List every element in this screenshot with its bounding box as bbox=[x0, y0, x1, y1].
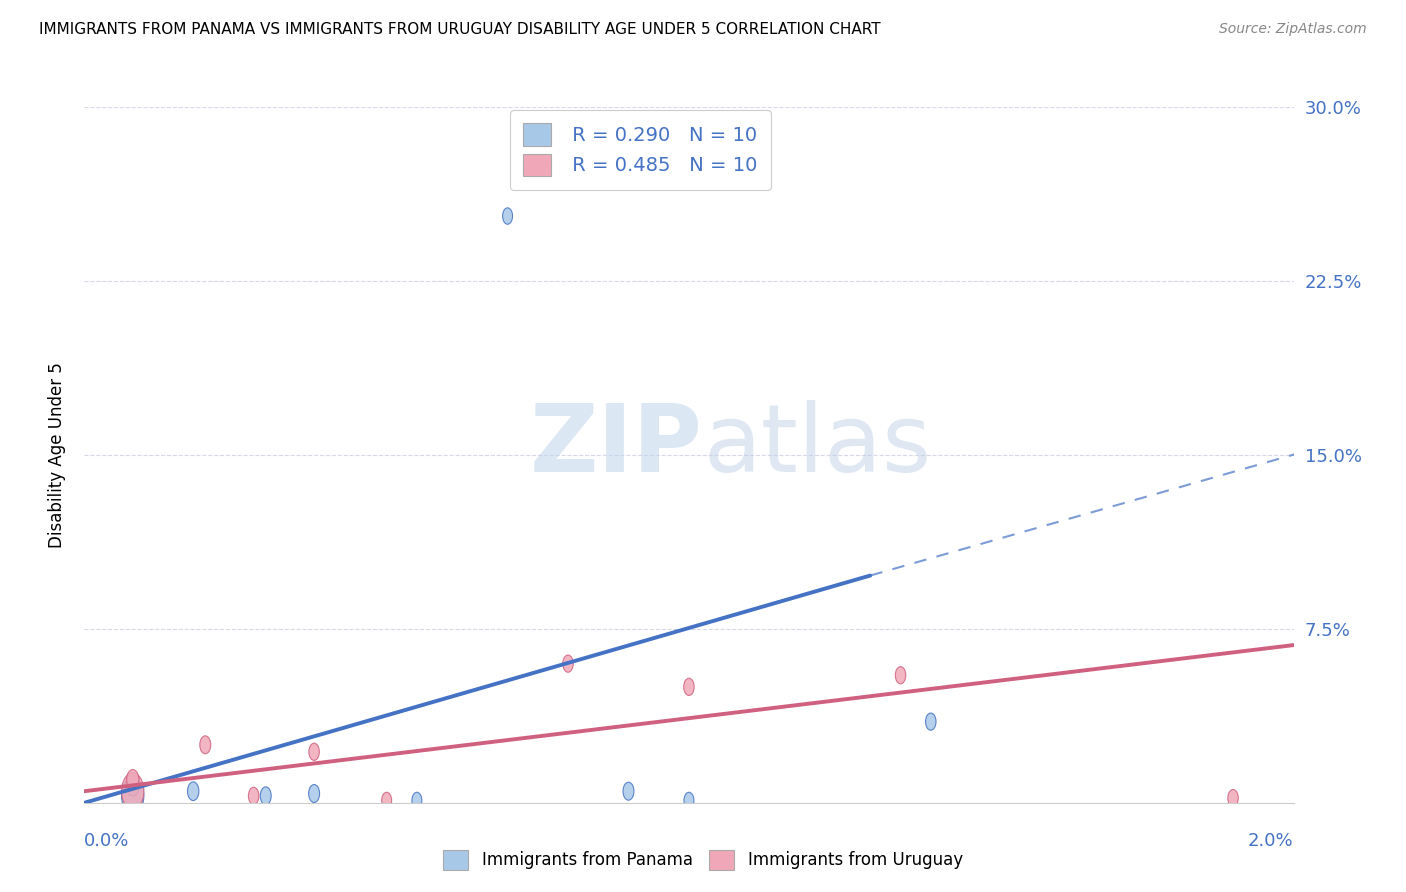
Ellipse shape bbox=[683, 678, 695, 696]
Ellipse shape bbox=[187, 782, 198, 800]
Ellipse shape bbox=[249, 788, 259, 805]
Ellipse shape bbox=[127, 770, 139, 789]
Ellipse shape bbox=[623, 782, 634, 800]
Ellipse shape bbox=[412, 792, 422, 809]
Text: Source: ZipAtlas.com: Source: ZipAtlas.com bbox=[1219, 22, 1367, 37]
Ellipse shape bbox=[1227, 789, 1239, 806]
Text: atlas: atlas bbox=[703, 400, 931, 492]
Ellipse shape bbox=[683, 792, 695, 809]
Ellipse shape bbox=[381, 792, 392, 809]
Ellipse shape bbox=[925, 713, 936, 731]
Text: ZIP: ZIP bbox=[530, 400, 703, 492]
Ellipse shape bbox=[125, 772, 139, 796]
Text: 0.0%: 0.0% bbox=[84, 832, 129, 850]
Ellipse shape bbox=[260, 787, 271, 805]
Ellipse shape bbox=[502, 208, 513, 224]
Ellipse shape bbox=[309, 743, 319, 760]
Ellipse shape bbox=[562, 655, 574, 673]
Text: IMMIGRANTS FROM PANAMA VS IMMIGRANTS FROM URUGUAY DISABILITY AGE UNDER 5 CORRELA: IMMIGRANTS FROM PANAMA VS IMMIGRANTS FRO… bbox=[39, 22, 882, 37]
Legend: Immigrants from Panama, Immigrants from Uruguay: Immigrants from Panama, Immigrants from … bbox=[437, 843, 969, 877]
Ellipse shape bbox=[121, 772, 143, 810]
Y-axis label: Disability Age Under 5: Disability Age Under 5 bbox=[48, 362, 66, 548]
Ellipse shape bbox=[896, 666, 905, 684]
Ellipse shape bbox=[309, 785, 319, 803]
Legend:  R = 0.290   N = 10,  R = 0.485   N = 10: R = 0.290 N = 10, R = 0.485 N = 10 bbox=[510, 110, 772, 190]
Text: 2.0%: 2.0% bbox=[1249, 832, 1294, 850]
Ellipse shape bbox=[200, 736, 211, 754]
Ellipse shape bbox=[121, 778, 143, 814]
